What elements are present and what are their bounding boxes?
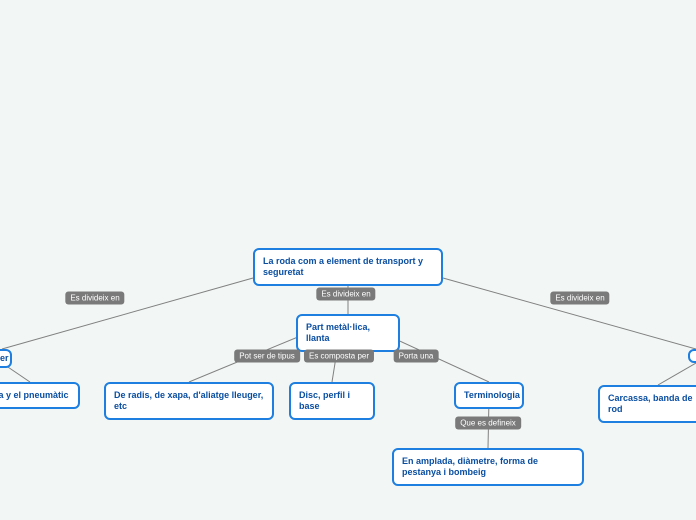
edge-label: Es composta per [304,350,374,363]
node-root[interactable]: La roda com a element de transport y seg… [253,248,443,286]
node-label: De radis, de xapa, d'aliatge lleuger, et… [114,390,263,411]
diagram-canvas: La roda com a element de transport y seg… [0,0,696,520]
node-label: La roda com a element de transport y seg… [263,256,423,277]
edge-label: Que es defineix [455,417,521,430]
node-term[interactable]: Terminologia [454,382,524,409]
node-disc[interactable]: Disc, perfil i base [289,382,375,420]
node-leftcut[interactable]: er [0,349,12,368]
node-part-metal[interactable]: Part metàl·lica, llanta [296,314,400,352]
edge-label: Pot ser de tipus [234,350,300,363]
node-label: Carcassa, banda de rod [608,393,693,414]
edge-label: Es divideix en [550,292,609,305]
node-carcassa[interactable]: Carcassa, banda de rod [598,385,696,423]
node-llanta[interactable]: nta y el pneumàtic [0,382,80,409]
node-label: Disc, perfil i base [299,390,350,411]
node-radis[interactable]: De radis, de xapa, d'aliatge lleuger, et… [104,382,274,420]
node-amplada[interactable]: En amplada, diàmetre, forma de pestanya … [392,448,584,486]
edge-label: Porta una [394,350,439,363]
node-label: Part metàl·lica, llanta [306,322,370,343]
node-label: En amplada, diàmetre, forma de pestanya … [402,456,538,477]
edge-label: Es divideix en [65,292,124,305]
node-label: nta y el pneumàtic [0,390,69,400]
node-rightcut[interactable] [688,349,696,363]
node-label: Terminologia [464,390,520,400]
edge-label: Es divideix en [316,288,375,301]
node-label: er [0,353,9,363]
